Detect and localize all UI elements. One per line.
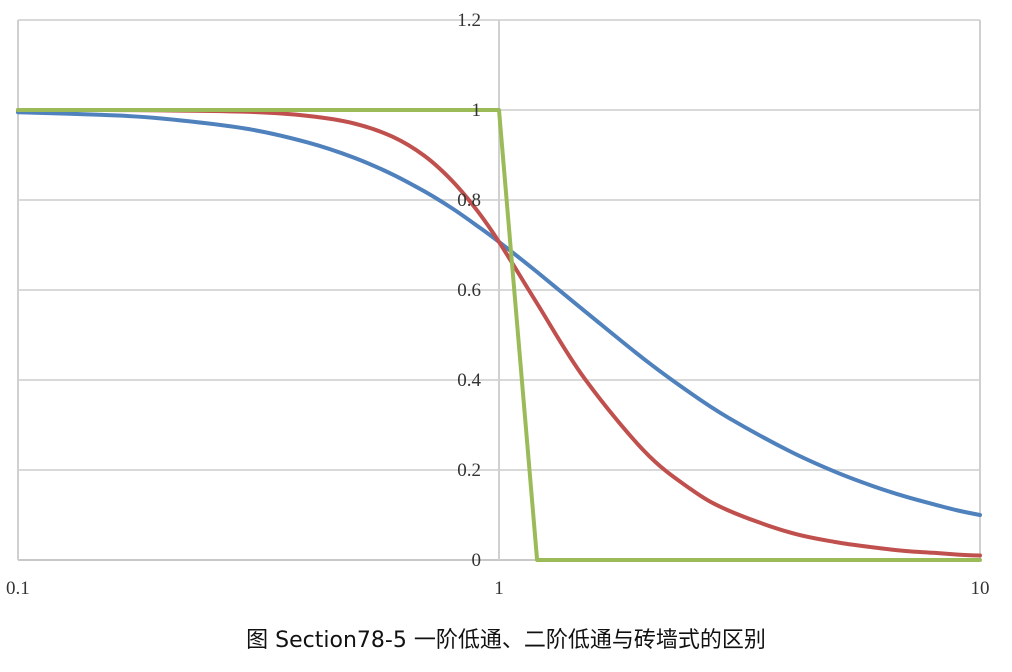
series-group	[16, 107, 982, 562]
series-line-1	[16, 107, 982, 558]
x-tick-label-1: 1	[494, 578, 504, 599]
series-line-2	[16, 108, 982, 562]
y-tick-label-1: 0.2	[457, 460, 481, 481]
y-tick-label-6: 1.2	[457, 10, 481, 31]
y-tick-label-0: 0	[472, 550, 482, 571]
tick-labels: 0 0.2 0.4 0.6 0.8 1 1.2 0.1 1 10	[6, 10, 990, 599]
y-tick-label-5: 1	[472, 100, 482, 121]
grid	[17, 19, 981, 561]
y-tick-label-3: 0.6	[457, 280, 481, 301]
series-line-0	[16, 110, 982, 517]
figure-caption: 图 Section78-5 一阶低通、二阶低通与砖墙式的区别	[246, 628, 766, 653]
x-tick-label-0: 0.1	[6, 578, 30, 599]
x-tick-label-2: 10	[971, 578, 990, 599]
y-tick-label-2: 0.4	[457, 370, 481, 391]
chart-svg: 0 0.2 0.4 0.6 0.8 1 1.2 0.1 1 10	[6, 10, 990, 599]
y-tick-label-4: 0.8	[457, 190, 481, 211]
